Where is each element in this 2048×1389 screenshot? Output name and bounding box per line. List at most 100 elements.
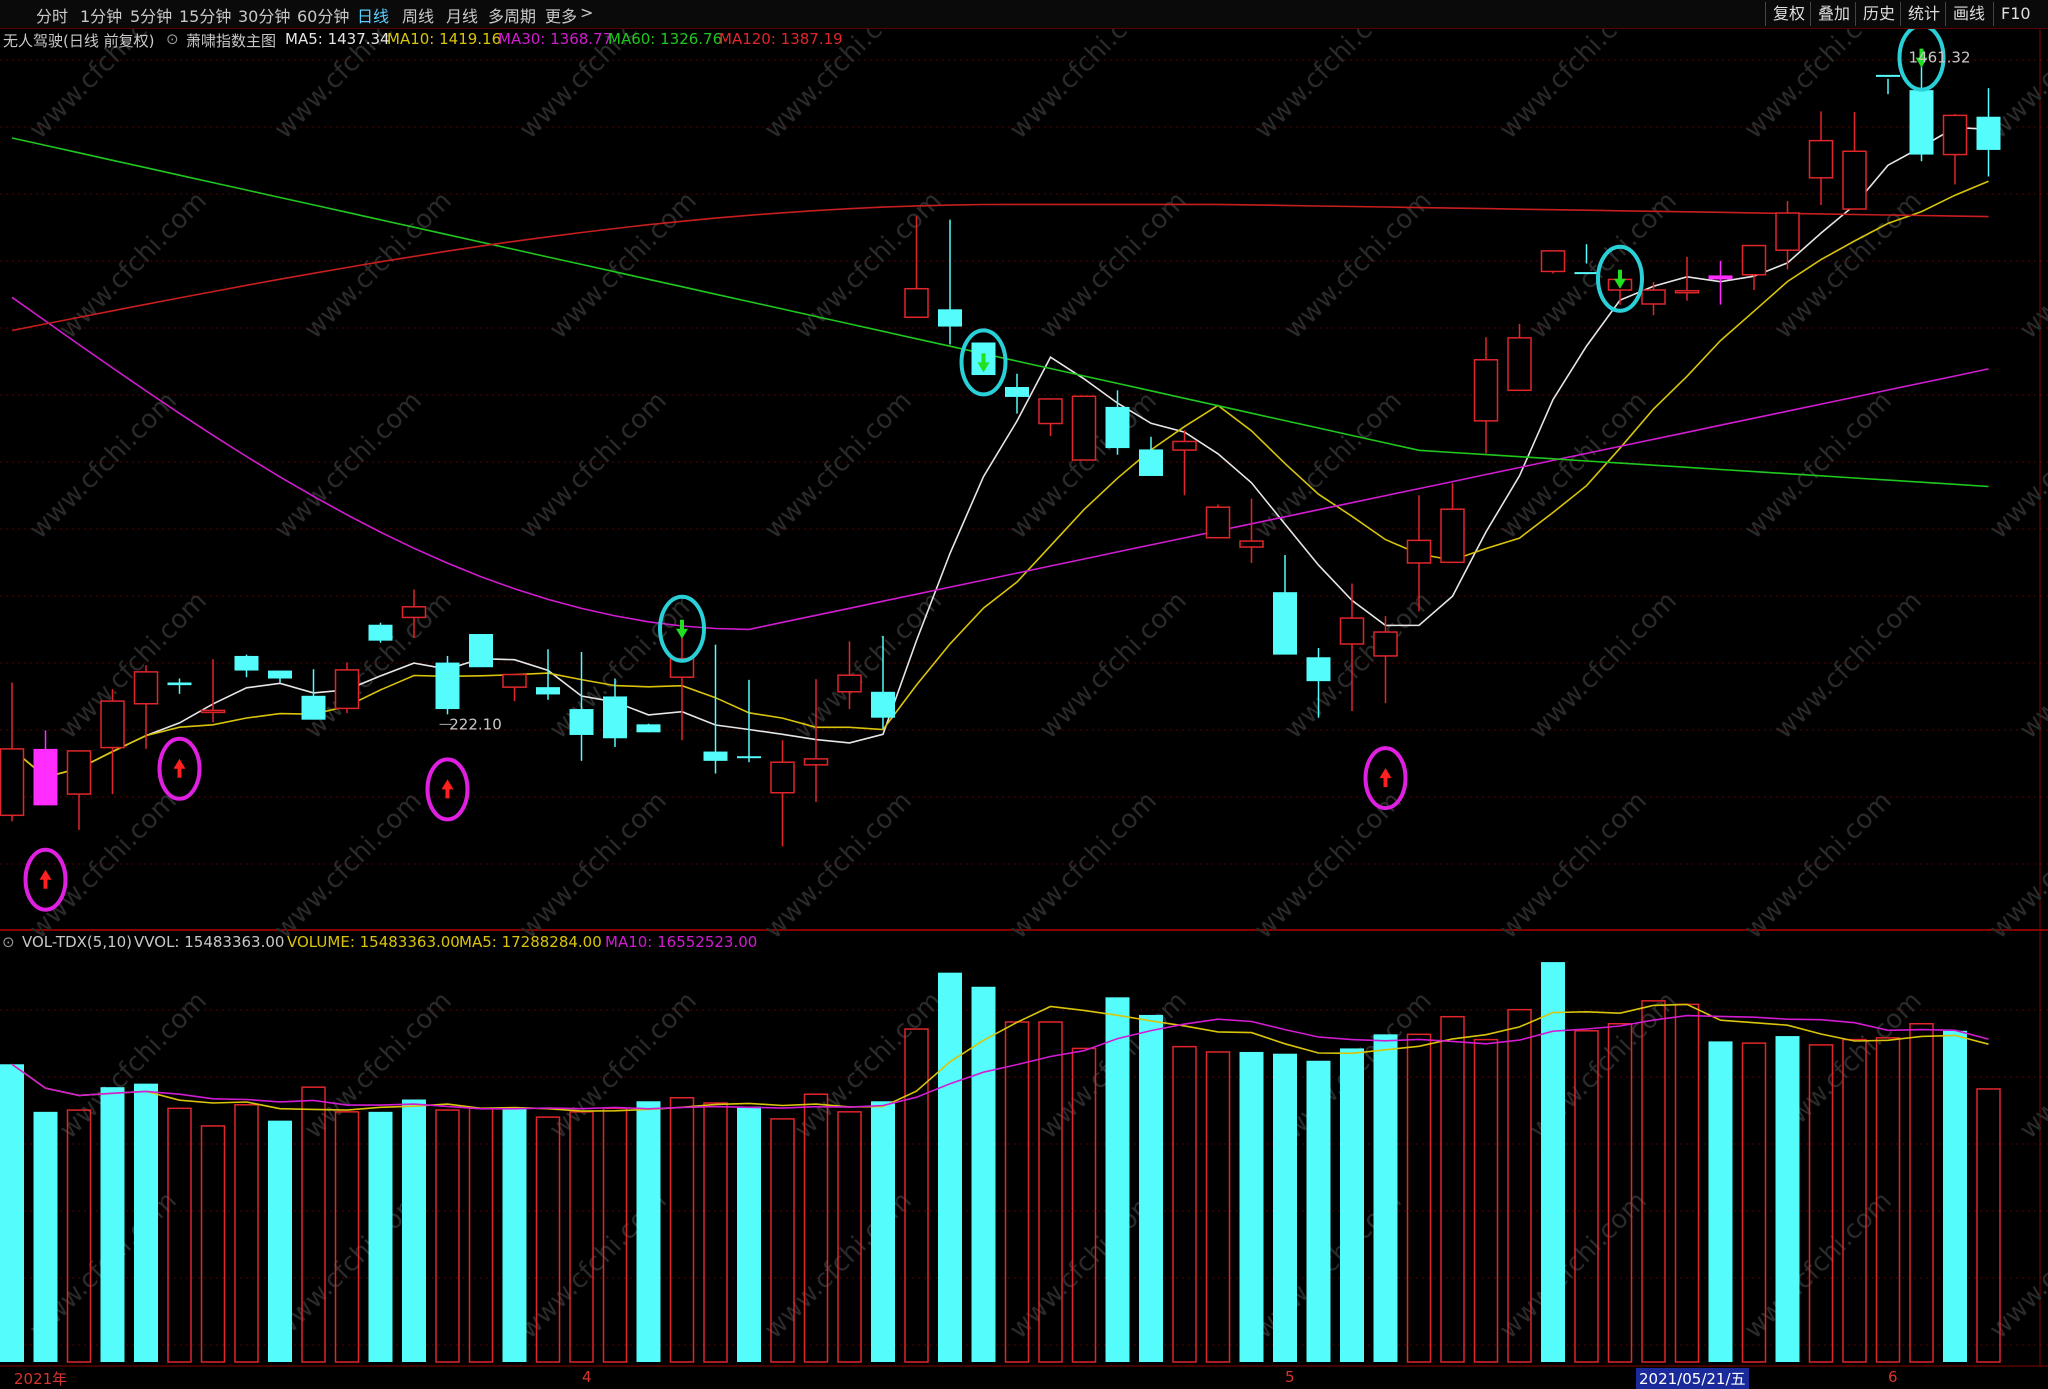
watermark-text: www.cfchi.com	[514, 786, 673, 945]
volume-bar	[368, 1111, 393, 1362]
watermark-text: www.cfchi.com	[2014, 186, 2048, 345]
statistics-button[interactable]: 统计	[1900, 2, 1947, 26]
down-arrow-icon	[676, 619, 688, 639]
volume-dropdown-icon[interactable]: ⊙	[2, 933, 15, 951]
candle-body	[837, 674, 862, 693]
volume-bar	[1440, 1015, 1465, 1363]
price-labels: 222.10 1461.32	[439, 49, 1971, 733]
volume-bar	[535, 1116, 561, 1363]
main-chart-info: 无人驾驶(日线 前复权) ⊙ 萧啸指数主图 MA5: 1437.34 MA10:…	[0, 28, 2048, 50]
volume-bar	[1808, 1044, 1834, 1363]
volume-bar	[1842, 1038, 1867, 1363]
high-price-label: 1461.32	[1908, 49, 1970, 67]
ma60-value: MA60: 1326.76	[608, 30, 723, 48]
up-arrow-icon	[1379, 768, 1392, 788]
watermark-text: www.cfchi.com	[1524, 586, 1683, 745]
volume-bar	[1273, 1053, 1297, 1362]
down-arrow-icon	[977, 353, 990, 373]
candle-body	[268, 670, 292, 679]
volume-bar	[33, 1111, 58, 1362]
tab-monthly[interactable]: 月线	[446, 7, 479, 26]
watermark-text: www.cfchi.com	[1494, 386, 1653, 545]
volume-ma10-line	[11, 1014, 1989, 1110]
candle-body	[1172, 440, 1197, 451]
volume-bar	[134, 1083, 158, 1362]
volume-bar	[737, 1106, 761, 1362]
fuquan-button[interactable]: 复权	[1765, 2, 1812, 26]
buy-signal-circle	[157, 736, 202, 801]
candle-body	[1674, 289, 1700, 294]
history-button[interactable]: 历史	[1855, 2, 1902, 26]
tab-15min[interactable]: 15分钟	[179, 7, 232, 26]
date-june: 6	[1888, 1368, 1898, 1386]
candle-body	[603, 696, 627, 739]
f10-button[interactable]: F10	[1993, 2, 2038, 26]
candle-body	[1842, 150, 1867, 210]
candle-body	[167, 682, 192, 686]
volume-bar	[837, 1111, 862, 1363]
watermark-text: www.cfchi.com	[1769, 586, 1928, 745]
candle-body	[669, 657, 695, 678]
volume-bar	[1071, 1047, 1097, 1363]
tab-5min[interactable]: 5分钟	[130, 7, 173, 26]
tab-weekly[interactable]: 周线	[402, 7, 435, 26]
watermark-text: www.cfchi.com	[759, 386, 918, 545]
volume-bar	[1139, 1014, 1163, 1362]
tab-daily[interactable]: 日线	[357, 7, 390, 26]
candle-body	[1005, 386, 1029, 397]
tab-multi-period[interactable]: 多周期	[488, 7, 537, 26]
watermark-text: www.cfchi.com	[1984, 786, 2048, 945]
buy-signal-circle	[1363, 746, 1408, 811]
volume-bar	[871, 1101, 895, 1362]
vol-ma10-value: MA10: 16552523.00	[605, 933, 758, 951]
ma30-line	[11, 296, 1989, 631]
ma5-line	[11, 126, 1989, 778]
watermark-text: www.cfchi.com	[544, 986, 703, 1145]
watermark-text: www.cfchi.com	[1494, 1186, 1653, 1345]
candle-body	[1909, 90, 1934, 155]
indicator-name[interactable]: 萧啸指数主图	[186, 32, 277, 50]
ma10-value: MA10: 1419.16	[387, 30, 502, 48]
candle-body	[1473, 359, 1499, 422]
watermark-text: www.cfchi.com	[1984, 386, 2048, 545]
tab-fenshi[interactable]: 分时	[36, 7, 69, 26]
vol-ma5-value: MA5: 17288284.00	[459, 933, 602, 951]
volume-bar	[1674, 1003, 1700, 1363]
sell-signal-circle	[1596, 244, 1644, 313]
volume-bar	[703, 1102, 728, 1363]
watermark-text: www.cfchi.com	[514, 386, 673, 545]
volume-indicator-name[interactable]: VOL-TDX(5,10)	[22, 933, 133, 951]
candle-body	[1440, 508, 1465, 564]
candle-body	[1641, 289, 1666, 305]
watermark-text: www.cfchi.com	[1279, 586, 1438, 745]
up-arrow-icon	[39, 869, 52, 889]
overlay-button[interactable]: 叠加	[1810, 2, 1857, 26]
watermark-text: www.cfchi.com	[299, 186, 458, 345]
volume-bar	[1741, 1042, 1767, 1363]
tab-60min[interactable]: 60分钟	[297, 7, 350, 26]
candle-body	[938, 309, 962, 327]
candle-body	[1339, 617, 1365, 645]
candlesticks	[0, 57, 2001, 847]
down-arrow-icon	[1915, 48, 1928, 68]
volume-bar	[1875, 1037, 1901, 1363]
draw-line-button[interactable]: 画线	[1945, 2, 1992, 26]
volume-bar	[1406, 1033, 1432, 1363]
candle-body	[1775, 212, 1800, 251]
indicator-dropdown-icon[interactable]: ⊙	[166, 30, 179, 48]
volume-bar	[1641, 1000, 1666, 1363]
tab-more[interactable]: 更多	[545, 7, 578, 26]
ma10-line	[11, 180, 1989, 778]
tab-1min[interactable]: 1分钟	[80, 7, 123, 26]
watermark-text: www.cfchi.com	[789, 986, 948, 1145]
chevron-right-icon[interactable]: >	[580, 3, 594, 22]
volume-bar	[602, 1107, 628, 1363]
tab-30min[interactable]: 30分钟	[238, 7, 291, 26]
watermark-text: www.cfchi.com	[24, 786, 183, 945]
volume-bar	[1976, 1088, 2001, 1363]
volume-bar	[1909, 1023, 1934, 1363]
volume-value: VOLUME: 15483363.00	[287, 933, 460, 951]
candle-body	[33, 748, 58, 806]
candle-body	[1976, 116, 2001, 150]
